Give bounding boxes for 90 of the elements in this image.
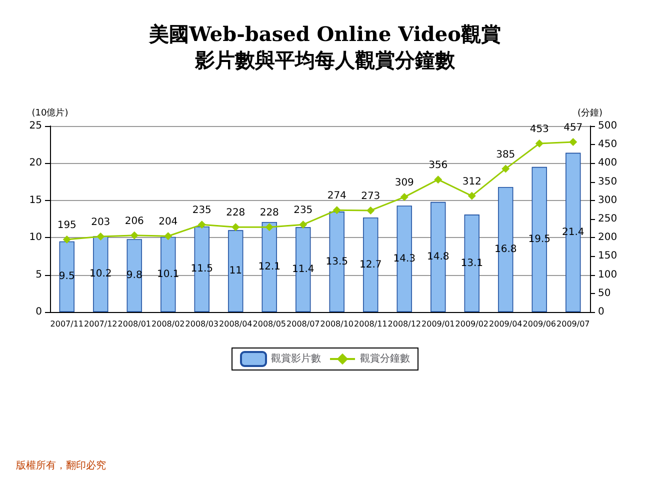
data-label: 228 xyxy=(226,208,246,219)
data-label: 11 xyxy=(229,266,242,277)
data-label: 228 xyxy=(260,208,279,219)
data-label: 16.8 xyxy=(494,244,517,256)
text: 版權所有，翻印必究 xyxy=(16,460,106,472)
data-label: 195 xyxy=(57,220,76,231)
x-tick-label: 2009/04 xyxy=(489,320,522,328)
y-tick-label: 0 xyxy=(36,306,42,318)
x-tick-label: 2008/12 xyxy=(388,320,421,328)
y-tick-label: 20 xyxy=(29,158,42,169)
data-label: 19.5 xyxy=(528,234,551,245)
data-label: 273 xyxy=(361,190,380,202)
data-label: 312 xyxy=(462,176,482,188)
bar xyxy=(126,239,142,312)
x-tick-label: 2008/03 xyxy=(185,320,218,328)
point xyxy=(400,193,408,202)
y2-tick-label: 250 xyxy=(598,214,618,224)
chart-title: 美國Web-based Online Video觀賞影片數與平均每人觀賞分鐘數 xyxy=(148,22,501,72)
data-label: 356 xyxy=(428,160,448,172)
point xyxy=(569,138,578,146)
x-tick-label: 2007/12 xyxy=(84,320,118,328)
y2-tick-label: 350 xyxy=(598,176,618,188)
point xyxy=(332,206,341,214)
y2-tick-label: 450 xyxy=(598,139,618,150)
point xyxy=(299,220,308,229)
x-tick-label: 2009/01 xyxy=(422,320,455,328)
data-label: 13.5 xyxy=(326,256,348,268)
data-label: 206 xyxy=(124,216,144,227)
data-label: 14.8 xyxy=(426,251,450,262)
legend-label: 觀賞影片數 xyxy=(271,352,321,364)
bar xyxy=(59,241,74,312)
data-label: 11.5 xyxy=(190,264,214,275)
data-label: 12.1 xyxy=(258,261,281,272)
data-label: 235 xyxy=(294,205,313,216)
y-tick-label: 15 xyxy=(29,194,42,206)
data-label: 12.7 xyxy=(359,259,382,270)
y2-tick-label: 500 xyxy=(598,120,618,132)
x-tick-label: 2009/07 xyxy=(556,320,590,328)
data-label: 11.4 xyxy=(292,264,314,276)
x-tick-label: 2008/04 xyxy=(219,320,252,328)
point xyxy=(502,164,510,173)
data-label: 13.1 xyxy=(460,258,484,269)
data-label: 385 xyxy=(496,149,516,160)
y2-tick-label: 400 xyxy=(598,158,618,169)
point xyxy=(198,220,206,229)
data-label: 235 xyxy=(192,205,212,216)
point xyxy=(535,139,544,148)
y2-axis-title: (分鐘) xyxy=(577,108,603,118)
data-label: 10.1 xyxy=(156,268,180,280)
x-tick-label: 2007/11 xyxy=(50,320,84,328)
data-label: 274 xyxy=(327,190,346,202)
data-label: 9.8 xyxy=(126,270,142,282)
data-label: 10.2 xyxy=(89,268,112,280)
point xyxy=(62,235,71,244)
data-label: 453 xyxy=(530,124,549,135)
y-tick-label: 10 xyxy=(29,232,42,244)
x-tick-label: 2008/05 xyxy=(252,320,286,328)
data-label: 14.3 xyxy=(393,253,416,264)
y-tick-label: 25 xyxy=(29,120,42,132)
x-tick-label: 2008/11 xyxy=(354,320,388,328)
y2-tick-label: 300 xyxy=(598,194,618,206)
point xyxy=(130,231,138,240)
x-tick-label: 2008/01 xyxy=(118,320,151,328)
x-tick-label: 2008/10 xyxy=(320,320,354,328)
data-label: 203 xyxy=(91,216,110,228)
point xyxy=(96,232,105,240)
x-tick-label: 2008/07 xyxy=(286,320,320,328)
legend-label: 觀賞分鐘數 xyxy=(360,352,410,364)
data-label: 9.5 xyxy=(58,271,75,282)
y2-tick-label: 150 xyxy=(598,250,618,262)
x-tick-label: 2009/02 xyxy=(455,320,488,328)
point xyxy=(366,206,375,214)
bar xyxy=(228,230,244,312)
point xyxy=(164,232,172,240)
point xyxy=(434,176,442,184)
data-label: 204 xyxy=(158,216,178,228)
point xyxy=(468,192,476,200)
x-tick-label: 2009/06 xyxy=(522,320,556,328)
y-tick-label: 5 xyxy=(36,269,42,280)
data-label: 309 xyxy=(394,178,414,189)
y-axis-title: (10億片) xyxy=(32,108,68,118)
data-label: 21.4 xyxy=(562,226,584,238)
x-tick-label: 2008/02 xyxy=(152,320,185,328)
y2-tick-label: 100 xyxy=(598,269,618,280)
point xyxy=(265,223,274,232)
y2-tick-label: 200 xyxy=(598,232,618,244)
y2-tick-label: 0 xyxy=(598,306,604,318)
data-label: 457 xyxy=(564,122,583,134)
point xyxy=(232,223,240,232)
y2-tick-label: 50 xyxy=(598,288,611,299)
